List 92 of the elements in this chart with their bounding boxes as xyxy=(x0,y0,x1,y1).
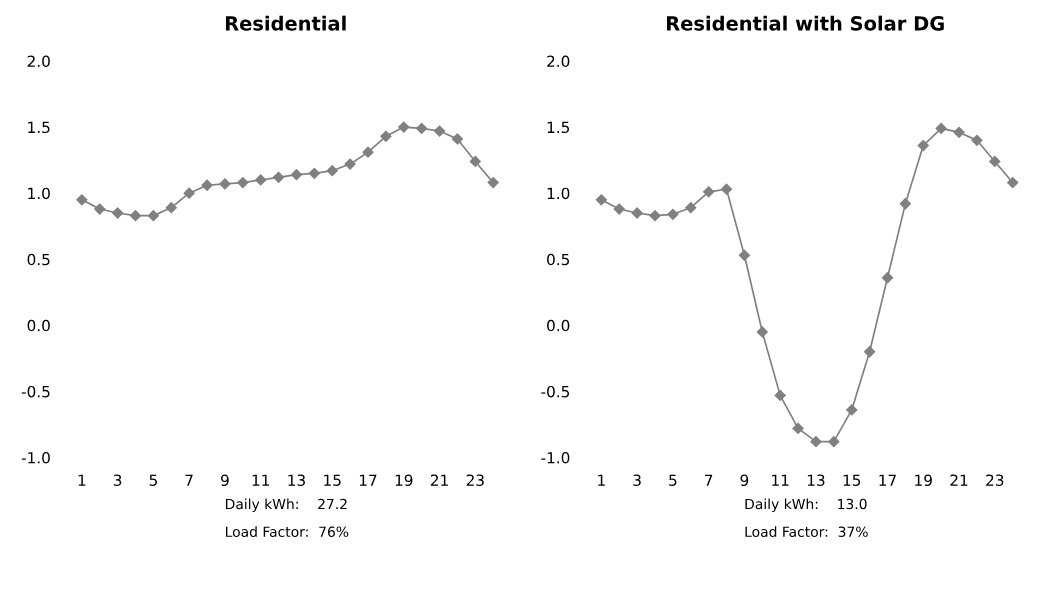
chart-title: Residential with Solar DG xyxy=(667,15,944,31)
point xyxy=(219,178,231,190)
x-tick-label: 17 xyxy=(359,474,377,486)
x-tick-label: 5 xyxy=(669,474,677,486)
x-tick-label: 7 xyxy=(705,474,713,486)
x-tick-label: 5 xyxy=(149,474,157,486)
y-tick-label: 2.0 xyxy=(547,55,570,68)
point xyxy=(362,146,374,158)
point xyxy=(756,326,768,338)
y-tick-label: 0.5 xyxy=(547,253,570,266)
point xyxy=(846,404,858,416)
point xyxy=(953,126,965,138)
y-tick-label: 1.5 xyxy=(28,121,50,134)
x-tick-label: 1 xyxy=(78,474,86,486)
point xyxy=(451,133,464,145)
point xyxy=(308,167,320,179)
y-tick-label: -0.5 xyxy=(21,385,50,398)
y-tick-label: -0.5 xyxy=(541,385,570,398)
point xyxy=(165,202,177,214)
point xyxy=(631,207,643,219)
point xyxy=(738,249,751,261)
point xyxy=(792,422,804,435)
point xyxy=(720,183,733,195)
text: Load Factor: 37% xyxy=(745,526,868,537)
point xyxy=(828,436,840,448)
point xyxy=(774,389,786,401)
x-tick-label: 1 xyxy=(598,474,605,486)
x-tick-label: 23 xyxy=(466,474,484,486)
text: Daily kWh: 13.0 xyxy=(745,498,867,512)
point xyxy=(290,169,303,181)
x-tick-label: 9 xyxy=(221,474,229,486)
x-tick-label: 9 xyxy=(740,474,749,486)
y-tick-label: 0.5 xyxy=(27,253,50,266)
point xyxy=(272,171,285,183)
point xyxy=(487,176,499,189)
point xyxy=(129,210,142,222)
point xyxy=(380,130,392,142)
chart-title: Residential xyxy=(225,15,346,31)
point xyxy=(326,165,338,177)
x-tick-label: 13 xyxy=(807,474,825,486)
x-tick-label: 15 xyxy=(843,474,861,486)
x-tick-label: 17 xyxy=(879,474,896,486)
point xyxy=(344,158,356,170)
point xyxy=(649,210,661,222)
point xyxy=(112,207,124,219)
text: Load Factor: 76% xyxy=(225,526,349,537)
x-tick-label: 3 xyxy=(633,474,641,486)
x-tick-label: 15 xyxy=(324,474,341,486)
y-tick-label: 1.5 xyxy=(547,121,570,134)
point xyxy=(255,174,267,186)
text: Daily kWh: 27.2 xyxy=(225,498,347,512)
point xyxy=(810,436,822,448)
point xyxy=(416,122,428,135)
point xyxy=(881,272,894,284)
point xyxy=(703,186,715,198)
point xyxy=(667,208,679,220)
x-tick-label: 3 xyxy=(113,474,122,486)
point xyxy=(917,139,929,152)
x-tick-label: 21 xyxy=(950,474,968,486)
point xyxy=(935,122,947,135)
x-tick-label: 11 xyxy=(252,474,269,486)
y-tick-label: 1.0 xyxy=(547,187,570,200)
x-tick-label: 23 xyxy=(986,474,1004,486)
point xyxy=(398,121,410,133)
x-tick-label: 13 xyxy=(288,474,305,486)
y-tick-label: -1.0 xyxy=(21,451,50,464)
point xyxy=(201,179,213,191)
x-tick-label: 7 xyxy=(185,474,193,486)
point xyxy=(1007,176,1019,189)
y-tick-label: 0.0 xyxy=(27,319,50,332)
point xyxy=(237,176,249,189)
point xyxy=(613,203,625,215)
x-tick-label: 19 xyxy=(395,474,413,486)
point xyxy=(971,134,983,146)
y-tick-label: -1.0 xyxy=(541,451,570,464)
point xyxy=(685,202,697,214)
point xyxy=(147,210,159,222)
y-tick-label: 2.0 xyxy=(27,55,50,68)
x-tick-label: 11 xyxy=(772,474,789,486)
point xyxy=(864,346,876,358)
y-tick-label: 0.0 xyxy=(547,319,570,332)
point xyxy=(94,203,106,215)
x-tick-label: 19 xyxy=(915,474,932,486)
point xyxy=(899,198,911,210)
point xyxy=(469,155,481,168)
x-tick-label: 21 xyxy=(430,474,448,486)
point xyxy=(183,187,195,199)
point xyxy=(595,194,607,206)
point xyxy=(433,125,446,137)
y-tick-label: 1.0 xyxy=(28,187,50,200)
point xyxy=(76,194,88,206)
point xyxy=(989,155,1001,168)
